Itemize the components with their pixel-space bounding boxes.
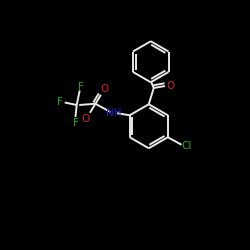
Text: O: O — [166, 80, 175, 90]
Text: F: F — [57, 97, 63, 107]
Text: O: O — [100, 84, 108, 94]
Text: F: F — [78, 82, 84, 92]
Text: O: O — [82, 114, 90, 124]
Text: F: F — [72, 118, 78, 128]
Text: Cl: Cl — [182, 141, 192, 151]
Text: NH: NH — [106, 108, 122, 118]
